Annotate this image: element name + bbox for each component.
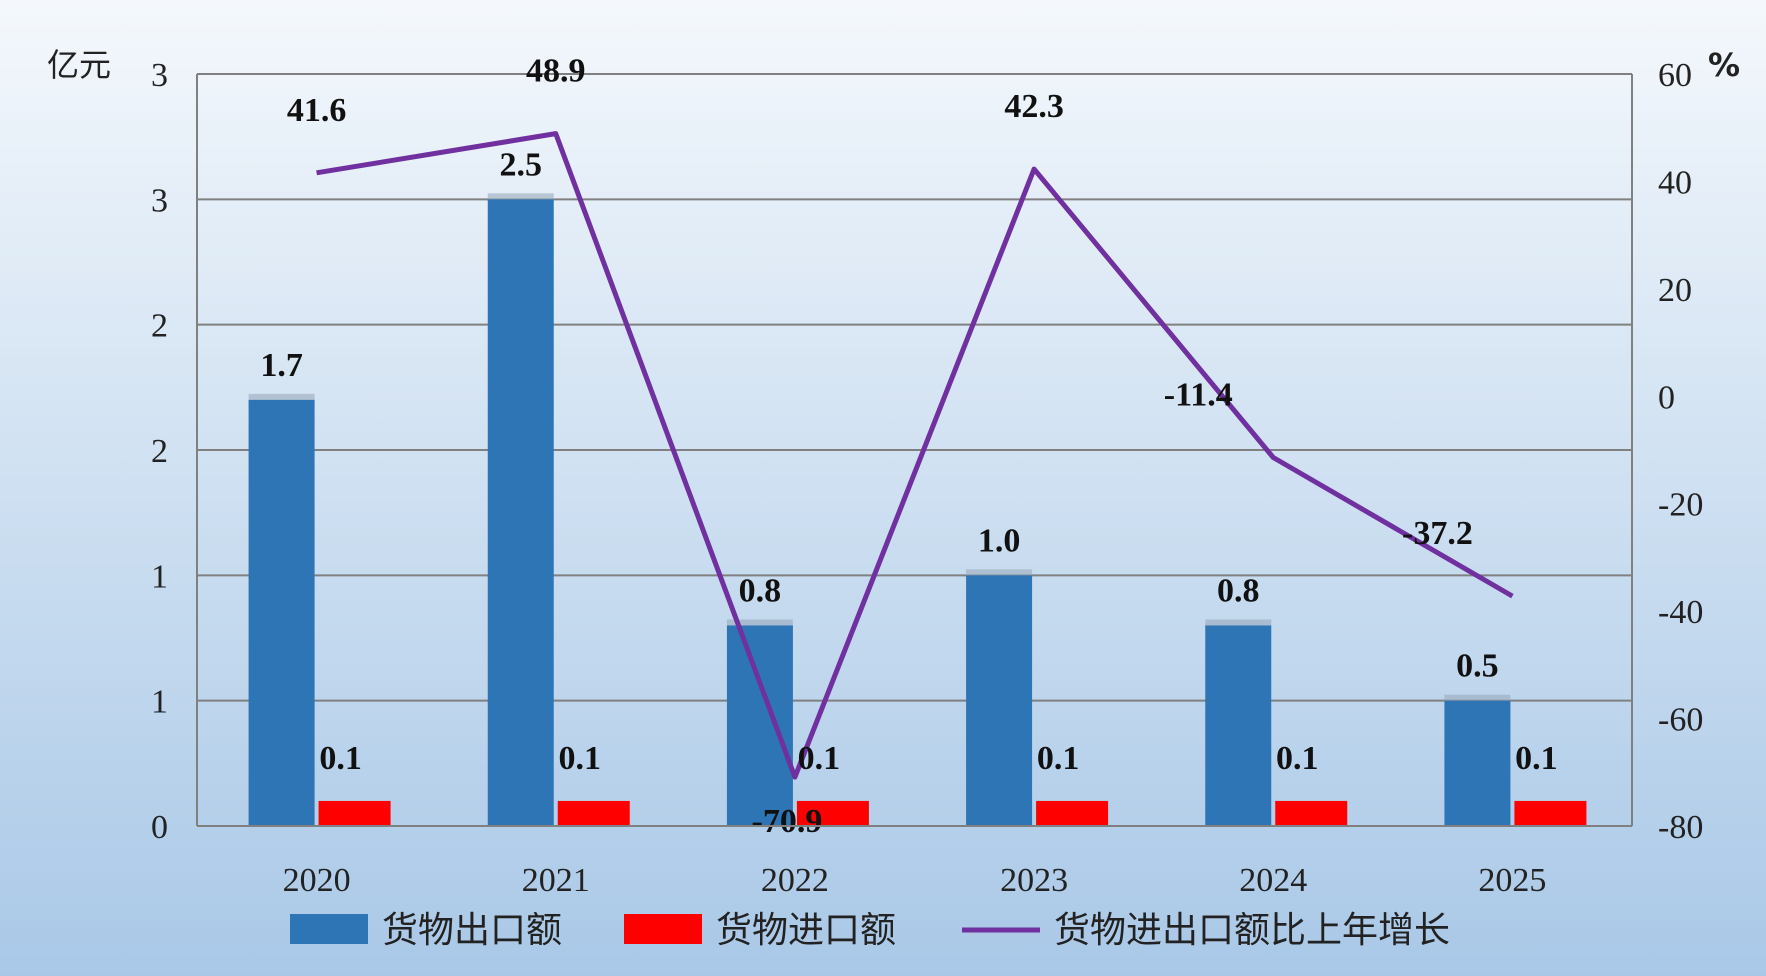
export-bar-shadow xyxy=(1205,619,1272,628)
growth-value-label: -70.9 xyxy=(752,803,823,840)
export-value-label: 1.7 xyxy=(260,347,303,384)
left-tick-label: 0 xyxy=(151,809,168,846)
import-value-label: 0.1 xyxy=(559,740,602,777)
import-bar xyxy=(557,800,630,826)
growth-value-label: -37.2 xyxy=(1402,515,1473,552)
export-bar xyxy=(1444,700,1511,826)
right-tick-label: -60 xyxy=(1658,702,1703,739)
growth-value-label: 48.9 xyxy=(526,53,586,90)
export-bar-shadow xyxy=(248,393,315,402)
import-value-label: 0.1 xyxy=(1515,740,1558,777)
left-tick-label: 3 xyxy=(151,182,168,219)
left-tick-label: 2 xyxy=(151,308,168,345)
growth-value-label: -11.4 xyxy=(1164,377,1233,414)
right-tick-label: -40 xyxy=(1658,594,1703,631)
axes: 0 1 1 2 2 3 3 -80 -60 -40 -20 0 20 40 60 亿元 % 2020 2021 202… xyxy=(47,46,1740,899)
import-value-label: 0.1 xyxy=(1037,740,1080,777)
right-axis-unit: % xyxy=(1708,46,1740,84)
import-value-label: 0.1 xyxy=(1276,740,1319,777)
x-tick-label: 2022 xyxy=(761,862,829,899)
left-tick-label: 1 xyxy=(151,684,168,721)
import-value-label: 0.1 xyxy=(319,740,362,777)
export-bar xyxy=(487,199,554,827)
export-value-label: 0.8 xyxy=(739,572,782,609)
right-tick-label: -80 xyxy=(1658,809,1703,846)
export-bar-shadow xyxy=(487,193,554,202)
import-bar xyxy=(1036,800,1109,826)
export-value-label: 0.8 xyxy=(1217,572,1260,609)
x-tick-label: 2021 xyxy=(522,862,590,899)
right-tick-label: -20 xyxy=(1658,487,1703,524)
export-bar-shadow xyxy=(1444,694,1511,703)
growth-value-label: 41.6 xyxy=(287,92,347,129)
export-value-label: 0.5 xyxy=(1456,648,1499,685)
import-bar xyxy=(1514,800,1587,826)
import-bar xyxy=(1275,800,1348,826)
right-tick-label: 60 xyxy=(1658,57,1692,94)
legend-label-export: 货物出口额 xyxy=(382,910,562,951)
left-tick-label: 2 xyxy=(151,433,168,470)
x-tick-label: 2025 xyxy=(1478,862,1546,899)
export-bar xyxy=(1205,625,1272,826)
legend-swatch-import xyxy=(624,914,702,944)
import-bar xyxy=(796,800,869,826)
import-value-label: 0.1 xyxy=(798,740,841,777)
import-bar xyxy=(318,800,391,826)
x-tick-label: 2020 xyxy=(283,862,351,899)
bars xyxy=(248,193,1587,827)
right-tick-label: 40 xyxy=(1658,164,1692,201)
export-bar-shadow xyxy=(726,619,793,628)
legend-label-import: 货物进口额 xyxy=(716,910,896,951)
legend: 货物出口额 货物进口额 货物进出口额比上年增长 xyxy=(290,910,1450,951)
export-bar xyxy=(966,575,1033,826)
export-value-label: 1.0 xyxy=(978,522,1021,559)
right-tick-label: 0 xyxy=(1658,379,1675,416)
export-bar xyxy=(248,399,315,826)
legend-label-growth: 货物进出口额比上年增长 xyxy=(1054,910,1450,951)
legend-swatch-export xyxy=(290,914,368,944)
export-bar-shadow xyxy=(966,569,1033,578)
export-value-label: 2.5 xyxy=(500,146,543,183)
x-tick-label: 2024 xyxy=(1239,862,1307,899)
x-tick-label: 2023 xyxy=(1000,862,1068,899)
export-bar xyxy=(726,625,793,826)
growth-line-path xyxy=(316,131,1514,780)
growth-line xyxy=(316,131,1514,780)
data-labels: 1.7 0.1 2.5 0.1 0.8 0.1 1.0 0.1 0.8 0.1 0.5 0.1 41.6… xyxy=(260,53,1557,840)
right-tick-label: 20 xyxy=(1658,272,1692,309)
left-tick-label: 1 xyxy=(151,558,168,595)
growth-value-label: 42.3 xyxy=(1004,88,1064,125)
left-axis-unit: 亿元 xyxy=(47,46,111,84)
left-tick-label: 3 xyxy=(151,57,168,94)
